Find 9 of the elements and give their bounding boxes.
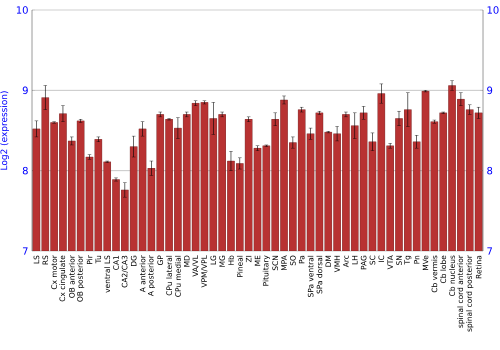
y-tick-label: 8: [22, 166, 28, 174]
y2-tick-label: 9: [487, 86, 492, 94]
y-tick-label: 9: [22, 86, 28, 94]
y-tick-label: 10: [16, 6, 28, 14]
y2-tick-label: 10: [488, 6, 499, 14]
y-tick-label: 7: [22, 247, 28, 255]
y2-tick-label: 7: [487, 247, 492, 255]
y2-tick-label: 8: [487, 166, 492, 174]
y-axis-title: Log2 (expression): [0, 91, 9, 170]
